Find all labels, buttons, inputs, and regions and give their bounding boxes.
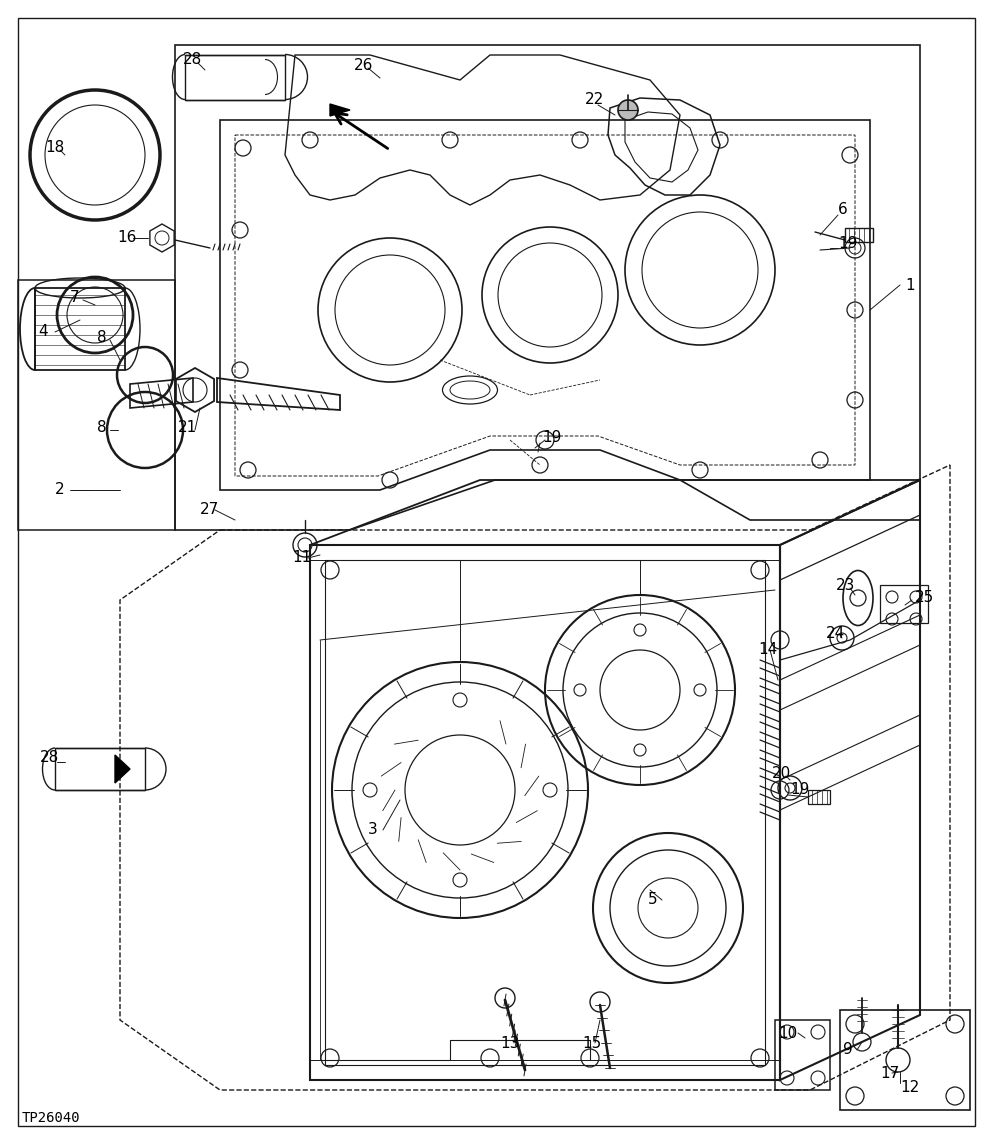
Text: 3: 3 (368, 823, 377, 837)
Bar (845, 228, 873, 243)
Polygon shape (330, 104, 350, 116)
Text: 28: 28 (40, 750, 60, 765)
Text: 20: 20 (772, 765, 791, 780)
Text: TP26040: TP26040 (22, 1111, 80, 1125)
Text: 5: 5 (648, 892, 657, 907)
Text: 7: 7 (70, 289, 79, 304)
Circle shape (618, 100, 638, 120)
Text: 19: 19 (790, 782, 809, 797)
Text: 21: 21 (178, 421, 198, 436)
Text: 26: 26 (354, 57, 373, 72)
Text: 18: 18 (45, 141, 65, 156)
Text: 24: 24 (826, 626, 845, 641)
Text: 16: 16 (117, 230, 136, 246)
Text: 22: 22 (585, 93, 605, 108)
Text: 4: 4 (38, 325, 48, 340)
Circle shape (850, 590, 866, 606)
Text: 2: 2 (55, 483, 65, 498)
Text: 12: 12 (900, 1080, 920, 1096)
Text: 14: 14 (758, 643, 778, 658)
Text: 19: 19 (542, 430, 561, 445)
Text: 27: 27 (200, 502, 219, 517)
Bar (808, 791, 830, 804)
Text: 15: 15 (582, 1035, 601, 1050)
Text: 10: 10 (778, 1025, 797, 1041)
Text: 1: 1 (905, 278, 915, 293)
Text: 9: 9 (843, 1042, 853, 1057)
Polygon shape (115, 755, 130, 782)
Text: 11: 11 (292, 550, 311, 565)
Text: 6: 6 (838, 202, 848, 217)
Text: 8: 8 (97, 421, 106, 436)
Text: 17: 17 (880, 1065, 900, 1080)
Text: 28: 28 (183, 53, 203, 67)
Text: 23: 23 (836, 578, 855, 593)
Text: 25: 25 (915, 590, 934, 605)
Text: 19: 19 (838, 236, 857, 251)
Text: 13: 13 (500, 1035, 519, 1050)
Text: 8: 8 (97, 331, 106, 345)
Bar (880, 585, 928, 623)
